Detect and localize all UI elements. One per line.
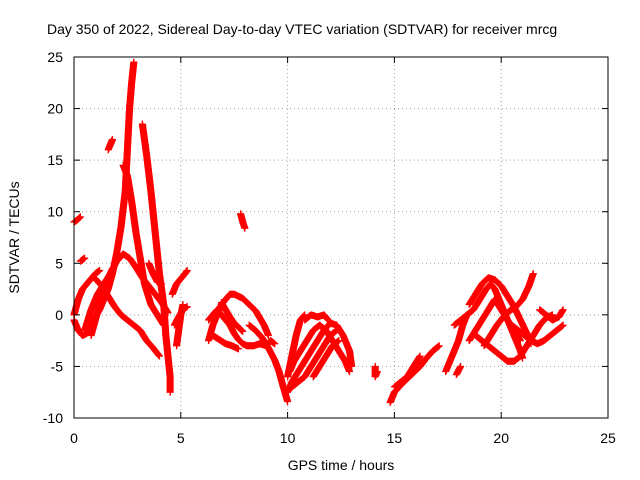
data-point xyxy=(158,280,166,288)
y-tick-label: 10 xyxy=(47,204,63,220)
series-arc-12 xyxy=(168,267,191,298)
x-tick-label: 0 xyxy=(70,430,78,446)
x-tick-label: 25 xyxy=(600,430,616,446)
series-arc-19 xyxy=(237,210,249,232)
data-point xyxy=(106,141,114,149)
y-tick-labels: -10 -5 0 5 10 15 20 25 xyxy=(43,49,63,426)
y-axis-label: SDTVAR / TECUs xyxy=(6,181,22,293)
data-point xyxy=(96,267,104,275)
x-tick-label: 15 xyxy=(387,430,403,446)
series-arc-3 xyxy=(76,254,89,265)
data-point xyxy=(166,388,174,396)
data-point xyxy=(76,213,84,221)
series-arc-11 xyxy=(145,259,166,288)
series-arc-7 xyxy=(91,275,163,360)
series-arc-28 xyxy=(371,362,381,381)
series-arc-8 xyxy=(104,136,116,154)
series-arc-10 xyxy=(138,120,174,396)
x-tick-label: 20 xyxy=(493,430,509,446)
series-arc-9 xyxy=(119,161,168,329)
series-arc-1 xyxy=(70,213,84,226)
series-arc-26 xyxy=(301,311,332,324)
chart-title: Day 350 of 2022, Sidereal Day-to-day VTE… xyxy=(47,21,557,37)
data-point xyxy=(108,264,116,272)
y-tick-label: -5 xyxy=(51,358,64,374)
y-tick-label: 25 xyxy=(47,49,63,65)
data-marks xyxy=(70,58,567,407)
series-arc-29 xyxy=(386,342,443,407)
y-tick-label: -10 xyxy=(43,410,63,426)
y-tick-label: 0 xyxy=(55,307,63,323)
data-point xyxy=(183,267,191,275)
data-point xyxy=(130,58,138,66)
x-tick-label: 10 xyxy=(280,430,296,446)
y-tick-label: 20 xyxy=(47,101,63,117)
y-tick-label: 5 xyxy=(55,255,63,271)
x-axis-label: GPS time / hours xyxy=(288,457,395,473)
data-point xyxy=(155,352,163,360)
x-tick-labels: 0 5 10 15 20 25 xyxy=(70,430,616,446)
y-tick-label: 15 xyxy=(47,152,63,168)
x-tick-label: 5 xyxy=(177,430,185,446)
series-arc-32 xyxy=(452,362,465,379)
data-point xyxy=(81,254,89,262)
